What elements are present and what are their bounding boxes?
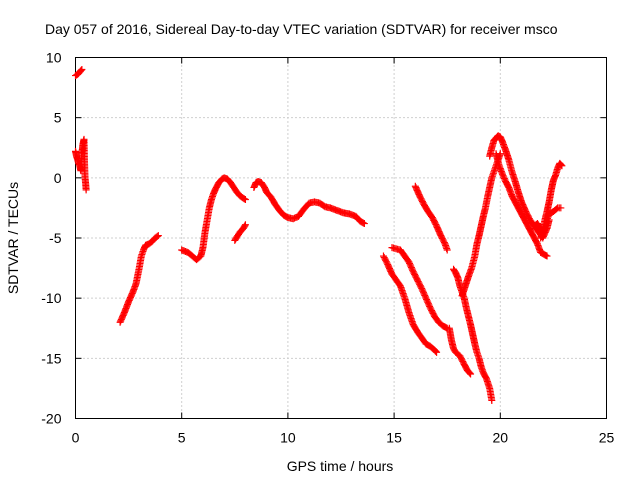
series-arc-16 (537, 159, 566, 242)
y-tick-label: -10 (41, 290, 61, 306)
data-point (154, 232, 162, 240)
series-arc-3 (116, 232, 162, 326)
data-point (467, 370, 475, 378)
data-point (543, 252, 551, 260)
data-point (241, 222, 249, 230)
data-point (466, 369, 474, 377)
y-tick-label: -20 (41, 411, 61, 427)
data-point (241, 195, 249, 203)
x-tick-label: 20 (493, 430, 509, 446)
grid (75, 57, 607, 419)
y-tick-label: -15 (41, 350, 61, 366)
data-point (359, 219, 367, 227)
series-arc-2 (72, 135, 90, 194)
data-point (240, 195, 248, 203)
data-point (432, 348, 440, 356)
y-tick-label: 10 (46, 50, 62, 66)
data-point (431, 347, 439, 355)
series-arc-6 (250, 177, 368, 228)
data-point (360, 220, 368, 228)
data-point (488, 396, 496, 404)
data-point (77, 66, 85, 74)
x-tick-label: 0 (72, 430, 80, 446)
chart-title: Day 057 of 2016, Sidereal Day-to-day VTE… (45, 21, 558, 37)
data-point (241, 221, 249, 229)
x-tick-label: 10 (280, 430, 296, 446)
data-point (542, 251, 550, 259)
y-axis-title: SDTVAR / TECUs (5, 182, 21, 294)
data-point (443, 246, 451, 254)
y-tick-label: -5 (49, 230, 62, 246)
data-point (153, 232, 161, 240)
series-arc-12 (458, 150, 504, 300)
series-arc-4 (178, 174, 249, 264)
data-point (557, 204, 565, 212)
series-arc-1 (72, 66, 86, 80)
tick-labels: 0 5 10 15 20 25 -20 -15 -10 -5 0 5 10 (41, 50, 614, 446)
data-point (556, 160, 564, 168)
series-arc-9 (411, 182, 451, 254)
y-tick-label: 5 (54, 110, 62, 126)
x-tick-label: 5 (178, 430, 186, 446)
y-tick-label: 0 (54, 170, 62, 186)
series-arc-13 (486, 132, 553, 242)
series-arc-5 (231, 221, 249, 244)
x-tick-label: 15 (386, 430, 402, 446)
data-point (433, 348, 441, 356)
series-arc-11 (450, 265, 496, 404)
x-axis-title: GPS time / hours (287, 458, 394, 474)
data-point (76, 67, 84, 75)
series-arc-7 (379, 252, 441, 356)
data-point (557, 161, 565, 169)
data-point (558, 162, 566, 170)
data-point (78, 66, 86, 74)
series-arc-14 (492, 150, 551, 260)
x-tick-label: 25 (599, 430, 615, 446)
series-arc-8 (388, 244, 451, 332)
data-series (72, 66, 566, 404)
series-arc-10 (445, 324, 475, 378)
data-point (82, 186, 90, 194)
ticks (75, 57, 607, 419)
